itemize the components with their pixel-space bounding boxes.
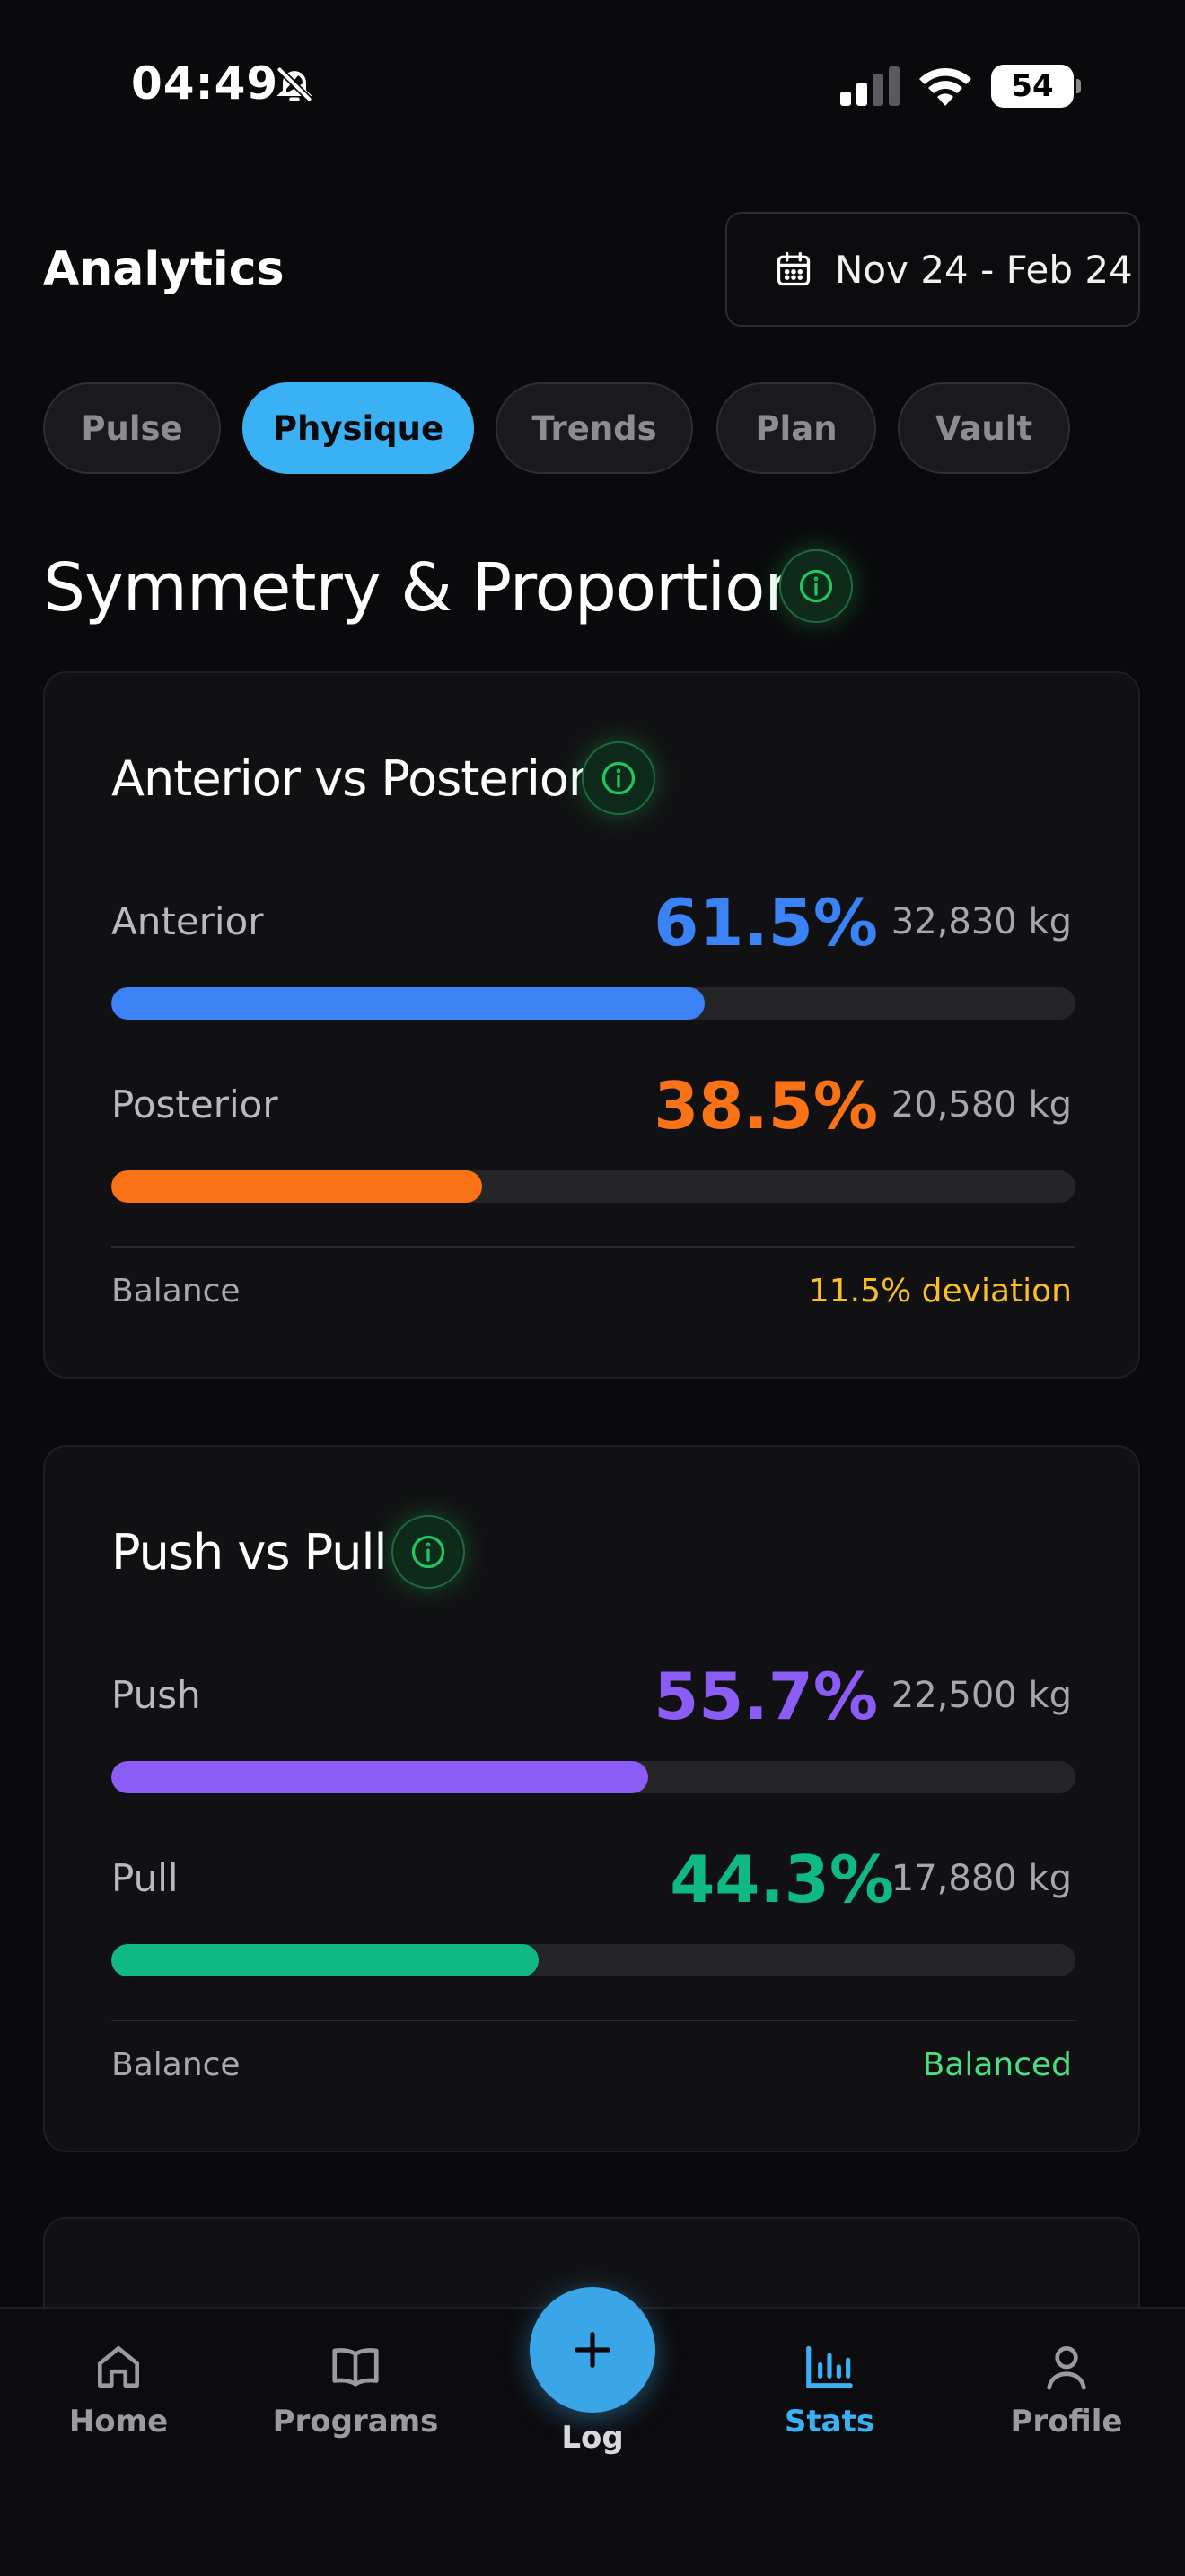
nav-stats[interactable]: Stats — [740, 2339, 919, 2440]
percent-pull: 44.3% — [670, 1842, 894, 1917]
progress-fill-pull — [111, 1944, 539, 1976]
percent-anterior: 61.5% — [654, 885, 878, 960]
kg-posterior: 20,580 kg — [891, 1084, 1072, 1126]
info-icon — [799, 569, 833, 603]
info-icon — [601, 761, 636, 795]
kg-pull: 17,880 kg — [891, 1858, 1072, 1899]
section-info-button[interactable] — [779, 549, 853, 623]
card-info-button[interactable] — [391, 1515, 465, 1589]
percent-push: 55.7% — [654, 1659, 878, 1734]
nav-profile[interactable]: Profile — [977, 2339, 1156, 2440]
cellular-signal-icon — [840, 66, 900, 106]
bell-slash-icon — [276, 66, 313, 103]
nav-label-stats: Stats — [784, 2404, 875, 2440]
home-icon — [98, 2346, 139, 2388]
divider — [111, 1246, 1075, 1248]
balance-value: 11.5% deviation — [808, 1273, 1072, 1310]
row-label-push: Push — [111, 1673, 201, 1717]
progress-track-pull — [111, 1944, 1075, 1976]
bar-chart-icon — [806, 2345, 853, 2388]
tab-vault[interactable]: Vault — [898, 382, 1070, 474]
progress-fill-push — [111, 1761, 649, 1793]
nav-label-profile: Profile — [1010, 2404, 1123, 2440]
info-icon — [411, 1535, 445, 1569]
card-title: Push vs Pull — [111, 1524, 387, 1581]
balance-value: Balanced — [922, 2046, 1072, 2083]
page-title: Analytics — [43, 242, 285, 296]
nav-label-programs: Programs — [272, 2404, 439, 2440]
status-time: 04:49 — [131, 57, 279, 110]
tab-pulse[interactable]: Pulse — [43, 382, 221, 474]
date-range-button[interactable]: Nov 24 - Feb 24 — [725, 212, 1140, 327]
row-label-posterior: Posterior — [111, 1082, 278, 1126]
book-icon — [332, 2348, 379, 2387]
progress-track-push — [111, 1761, 1075, 1793]
nav-label-home: Home — [68, 2404, 169, 2440]
calendar-icon — [777, 251, 811, 286]
balance-label: Balance — [111, 2046, 241, 2083]
log-fab-button[interactable] — [530, 2287, 655, 2413]
card-title: Anterior vs Posterior — [111, 750, 588, 807]
kg-anterior: 32,830 kg — [891, 901, 1072, 942]
section-title: Symmetry & Proportions — [43, 549, 840, 626]
tab-physique[interactable]: Physique — [242, 382, 474, 474]
balance-label: Balance — [111, 1273, 241, 1310]
divider — [111, 2020, 1075, 2021]
nav-home[interactable]: Home — [29, 2339, 208, 2440]
plus-icon — [575, 2332, 610, 2368]
card-push-pull: Push vs Pull Push 55.7% 22,500 kg Pull 4… — [43, 1445, 1140, 2152]
wifi-icon — [919, 67, 971, 106]
row-label-anterior: Anterior — [111, 899, 264, 943]
card-anterior-posterior: Anterior vs Posterior Anterior 61.5% 32,… — [43, 671, 1140, 1379]
progress-fill-posterior — [111, 1170, 483, 1203]
tab-trends[interactable]: Trends — [496, 382, 693, 474]
row-label-pull: Pull — [111, 1856, 179, 1900]
progress-fill-anterior — [111, 987, 705, 1020]
person-icon — [1047, 2346, 1086, 2390]
battery-indicator: 54 — [991, 65, 1081, 108]
date-range-label: Nov 24 - Feb 24 — [835, 247, 1133, 292]
kg-push: 22,500 kg — [891, 1675, 1072, 1716]
card-info-button[interactable] — [582, 741, 655, 815]
progress-track-anterior — [111, 987, 1075, 1020]
tab-plan[interactable]: Plan — [716, 382, 876, 474]
nav-label-log[interactable]: Log — [561, 2420, 624, 2456]
percent-posterior: 38.5% — [654, 1068, 878, 1143]
progress-track-posterior — [111, 1170, 1075, 1203]
nav-programs[interactable]: Programs — [266, 2339, 445, 2440]
